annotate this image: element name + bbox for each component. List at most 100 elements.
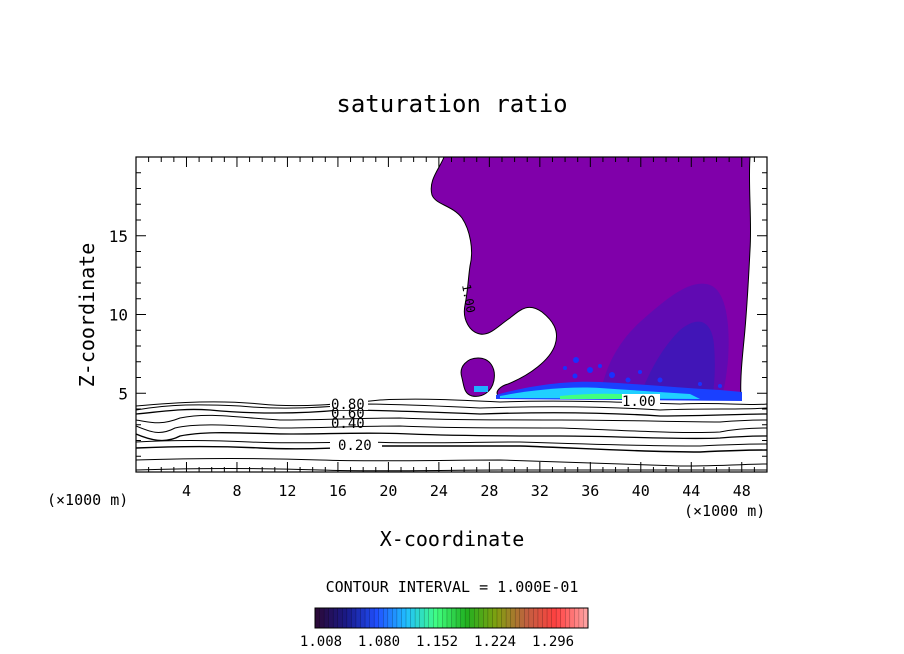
colorbar-cell: [551, 608, 557, 628]
y-axis-label: Z-coordinate: [75, 243, 99, 388]
colorbar-cell: [537, 608, 543, 628]
turbulence-speckles: [563, 357, 722, 388]
colorbar-cell: [446, 608, 452, 628]
contour-label-040: 0.40: [331, 416, 365, 432]
colorbar-cell: [410, 608, 416, 628]
colorbar-cell: [387, 608, 393, 628]
colorbar-cell: [487, 608, 493, 628]
colorbar-cell: [474, 608, 480, 628]
colorbar-label: 1.152: [416, 634, 458, 650]
colorbar-cell: [433, 608, 439, 628]
colorbar-cell: [583, 608, 589, 628]
colorbar-cell: [355, 608, 361, 628]
x-tick-label: 44: [682, 482, 700, 500]
colorbar-cell: [315, 608, 321, 628]
colorbar-cell: [442, 608, 448, 628]
colorbar-cell: [524, 608, 530, 628]
colorbar-cell: [351, 608, 357, 628]
x-tick-label: 4: [182, 482, 191, 500]
colorbar-cell: [346, 608, 352, 628]
colorbar-cell: [406, 608, 412, 628]
colorbar-cell: [369, 608, 375, 628]
colorbar-cell: [319, 608, 325, 628]
colorbar-label: 1.224: [474, 634, 516, 650]
colorbar-label: 1.080: [358, 634, 400, 650]
contour-interval-text: CONTOUR INTERVAL = 1.000E-01: [326, 578, 579, 596]
x-tick-label: 36: [581, 482, 599, 500]
x-unit-right: (×1000 m): [684, 502, 765, 520]
plot-area: [136, 157, 767, 472]
colorbar-cell: [519, 608, 525, 628]
y-tick-label: 5: [118, 384, 128, 403]
colorbar-label: 1.008: [300, 634, 342, 650]
y-tick-labels: 5 10 15: [109, 227, 128, 404]
colorbar-cell: [483, 608, 489, 628]
colorbar: [314, 608, 589, 628]
colorbar-cell: [492, 608, 498, 628]
colorbar-cell: [374, 608, 380, 628]
colorbar-label: 1.296: [532, 634, 574, 650]
colorbar-cell: [415, 608, 421, 628]
colorbar-cell: [451, 608, 457, 628]
contour-lines: [136, 398, 767, 472]
contour-label-100-base: 1.00: [622, 394, 656, 410]
colorbar-cell: [465, 608, 471, 628]
colorbar-cell: [478, 608, 484, 628]
colorbar-cell: [533, 608, 539, 628]
x-tick-label: 40: [632, 482, 650, 500]
colorbar-cell: [460, 608, 466, 628]
colorbar-cell: [419, 608, 425, 628]
colorbar-cell: [324, 608, 330, 628]
colorbar-cell: [342, 608, 348, 628]
x-tick-label: 16: [329, 482, 347, 500]
x-tick-label: 8: [232, 482, 241, 500]
x-tick-label: 48: [733, 482, 751, 500]
colorbar-cell: [547, 608, 553, 628]
colorbar-cell: [501, 608, 507, 628]
colorbar-cell: [569, 608, 575, 628]
colorbar-cell: [456, 608, 462, 628]
colorbar-cell: [565, 608, 571, 628]
colorbar-cell: [396, 608, 402, 628]
colorbar-cell: [437, 608, 443, 628]
contour-label-100-upper: 1.00: [459, 283, 478, 314]
colorbar-cell: [428, 608, 434, 628]
colorbar-cell: [574, 608, 580, 628]
bubble-blue: [474, 386, 488, 392]
y-tick-label: 15: [109, 227, 128, 246]
colorbar-cell: [328, 608, 334, 628]
colorbar-cell: [510, 608, 516, 628]
colorbar-cell: [365, 608, 371, 628]
x-tick-label: 28: [480, 482, 498, 500]
x-tick-label: 12: [278, 482, 296, 500]
colorbar-labels: 1.008 1.080 1.152 1.224 1.296: [300, 634, 574, 650]
colorbar-cell: [392, 608, 398, 628]
colorbar-cell: [515, 608, 521, 628]
colorbar-cell: [528, 608, 534, 628]
x-tick-label: 20: [379, 482, 397, 500]
contour-label-060: 0.60: [331, 406, 365, 422]
colorbar-cell: [383, 608, 389, 628]
colorbar-frame: [314, 607, 589, 629]
colorbar-cell: [401, 608, 407, 628]
x-tick-labels: 4 8 12 16 20 24 28 32 36 40 44 48: [182, 482, 751, 500]
colorbar-cell: [556, 608, 562, 628]
colorbar-cell: [542, 608, 548, 628]
contour-label-020: 0.20: [338, 438, 372, 454]
x-axis-label: X-coordinate: [380, 527, 525, 551]
contour-label-group: 0.80 0.60 0.40 0.20 1.00 1.00: [330, 283, 660, 454]
x-tick-label: 32: [531, 482, 549, 500]
colorbar-cell: [506, 608, 512, 628]
y-tick-label: 10: [109, 306, 128, 325]
colorbar-cell: [360, 608, 366, 628]
axis-ticks: [136, 157, 767, 472]
colorbar-cell: [469, 608, 475, 628]
contour-label-080: 0.80: [331, 397, 365, 413]
colorbar-cell: [560, 608, 566, 628]
colorbar-cell: [333, 608, 339, 628]
colorbar-cell: [497, 608, 503, 628]
colorbar-cell: [578, 608, 584, 628]
x-unit-left: (×1000 m): [47, 491, 128, 509]
x-tick-label: 24: [430, 482, 448, 500]
